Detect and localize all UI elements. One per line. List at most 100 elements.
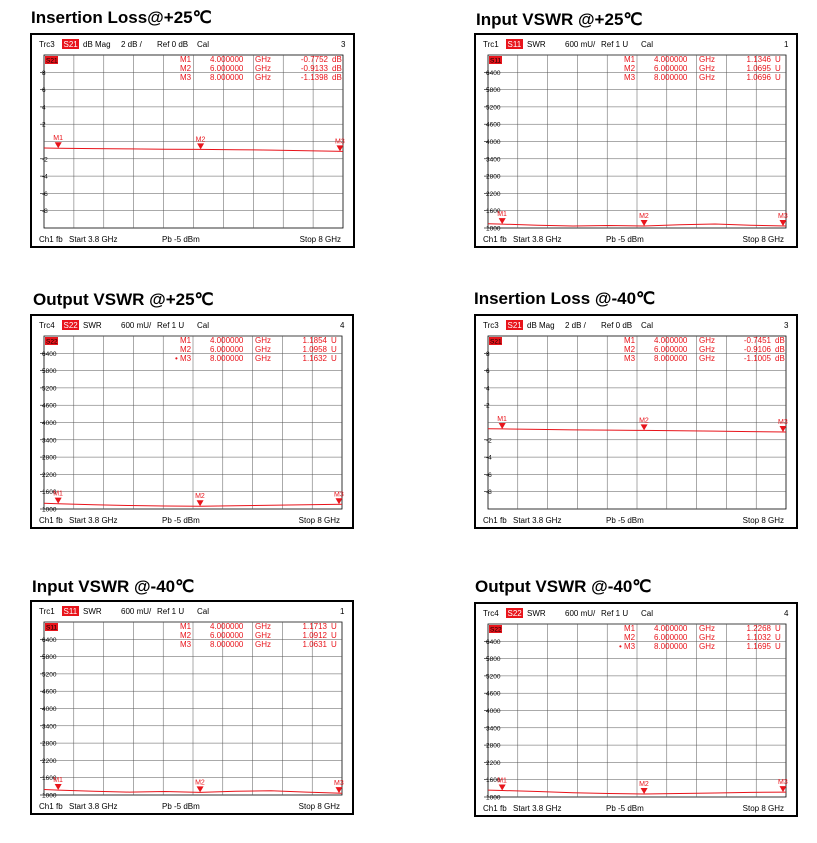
format-label: SWR	[527, 609, 546, 618]
marker-value: 1.0958	[303, 345, 328, 354]
chart-svg-1: Trc3 S21 dB Mag 2 dB / Ref 0 dB Cal 3 8 6 4 2 -2 -4 -…	[39, 39, 346, 244]
cal-label: Cal	[197, 607, 209, 616]
marker-value-unit: U	[331, 336, 337, 345]
marker-name: M3	[180, 640, 192, 649]
chart-svg-4: Trc3 S21 dB Mag 2 dB / Ref 0 dB Cal 3 8 6 4 2 -2 -4 -…	[483, 320, 789, 525]
y-tick-label: 6400	[42, 637, 57, 644]
marker-value-unit: U	[331, 345, 337, 354]
y-tick-label: 6	[42, 87, 46, 94]
ref-badge	[45, 337, 58, 345]
trace-index: 3	[784, 321, 789, 330]
y-tick-label: 4000	[486, 708, 501, 715]
trace-line	[43, 789, 343, 794]
chart-title-5: Input VSWR @-40℃	[32, 577, 195, 596]
marker-tag: M3	[335, 138, 345, 145]
marker-triangle	[54, 497, 62, 504]
param-badge	[62, 39, 79, 49]
trace-line	[487, 428, 787, 433]
marker-value-unit: U	[775, 64, 781, 73]
cal-label: Cal	[197, 40, 209, 49]
marker-frequency: 8.000000	[654, 354, 688, 363]
marker-frequency: 4.000000	[210, 55, 244, 64]
y-tick-label: -8	[42, 208, 48, 215]
param-badge	[62, 606, 79, 616]
chart-title-4: Insertion Loss @-40℃	[474, 289, 656, 308]
y-tick-label: 5800	[486, 656, 501, 663]
marker-value-unit: dB	[775, 336, 785, 345]
y-tick-label: 4000	[486, 139, 501, 146]
marker-value-unit: U	[775, 55, 781, 64]
y-tick-label: 2800	[486, 174, 501, 181]
marker-frequency: 6.000000	[210, 631, 244, 640]
marker-frequency-unit: GHz	[255, 354, 271, 363]
trace-index: 1	[784, 40, 789, 49]
cal-label: Cal	[641, 321, 653, 330]
trace-label: Trc1	[39, 607, 55, 616]
scale-label: 600 mU/	[565, 40, 596, 49]
fb-label: fb	[500, 516, 507, 525]
marker-frequency: 6.000000	[210, 64, 244, 73]
y-tick-label: 1600	[486, 208, 501, 215]
marker-name: M2	[180, 345, 192, 354]
fb-label: fb	[56, 802, 63, 811]
marker-value: 1.2268	[747, 624, 772, 633]
power-label: Pb -5 dBm	[606, 235, 644, 244]
ref-badge-label: S21	[490, 339, 502, 346]
marker-triangle	[54, 142, 62, 149]
y-tick-label: -2	[486, 437, 492, 444]
marker-tag: M2	[195, 779, 205, 786]
marker-value: -0.9106	[744, 345, 772, 354]
scale-label: 2 dB /	[121, 40, 143, 49]
marker-value: 1.1346	[747, 55, 772, 64]
marker-value-unit: U	[775, 73, 781, 82]
chart-title-3: Output VSWR @+25℃	[33, 290, 214, 309]
start-label: Start 3.8 GHz	[513, 516, 561, 525]
marker-triangle	[197, 143, 205, 150]
marker-value: -0.9133	[301, 64, 329, 73]
y-tick-label: -8	[486, 489, 492, 496]
param-badge	[506, 320, 523, 330]
chart-svg-6: Trc4 S22 SWR 600 mU/Ref 1 U Cal 4 6400 5800 5200…	[483, 608, 789, 813]
ref-label: Ref 1 U	[601, 40, 628, 49]
y-tick-label: 8	[486, 351, 490, 358]
marker-frequency: 6.000000	[654, 633, 688, 642]
marker-frequency-unit: GHz	[699, 633, 715, 642]
trace-label: Trc3	[483, 321, 499, 330]
marker-name: M1	[180, 55, 192, 64]
ref-label: Ref 0 dB	[157, 40, 188, 49]
stop-label: Stop 8 GHz	[743, 235, 784, 244]
y-tick-label: 5200	[486, 104, 501, 111]
fb-label: fb	[500, 235, 507, 244]
scale-label: 2 dB /	[565, 321, 587, 330]
marker-tag: M3	[778, 779, 788, 786]
y-tick-label: 2800	[42, 741, 57, 748]
marker-frequency-unit: GHz	[255, 631, 271, 640]
ref-label: Ref 1 U	[157, 321, 184, 330]
y-tick-label: 2200	[486, 760, 501, 767]
ref-badge	[489, 56, 502, 64]
format-label: SWR	[83, 607, 102, 616]
marker-name: M1	[624, 336, 636, 345]
marker-tag: M2	[639, 213, 649, 220]
fb-label: fb	[500, 804, 507, 813]
marker-frequency-unit: GHz	[255, 73, 271, 82]
marker-name: M2	[624, 64, 636, 73]
trace-index: 4	[340, 321, 345, 330]
marker-frequency-unit: GHz	[699, 642, 715, 651]
power-label: Pb -5 dBm	[606, 804, 644, 813]
marker-frequency: 4.000000	[654, 624, 688, 633]
marker-triangle	[640, 424, 648, 431]
fb-label: fb	[56, 235, 63, 244]
trace-index: 3	[341, 40, 346, 49]
marker-tag: M2	[196, 136, 206, 143]
marker-value: 1.0696	[747, 73, 772, 82]
marker-value-unit: U	[331, 622, 337, 631]
marker-value: 1.0631	[303, 640, 328, 649]
marker-value-unit: U	[775, 633, 781, 642]
marker-frequency: 8.000000	[210, 640, 244, 649]
marker-tag: M1	[53, 135, 63, 142]
marker-triangle	[335, 498, 343, 505]
y-tick-label: 5200	[486, 673, 501, 680]
marker-frequency-unit: GHz	[699, 624, 715, 633]
y-tick-label: 6	[486, 368, 490, 375]
